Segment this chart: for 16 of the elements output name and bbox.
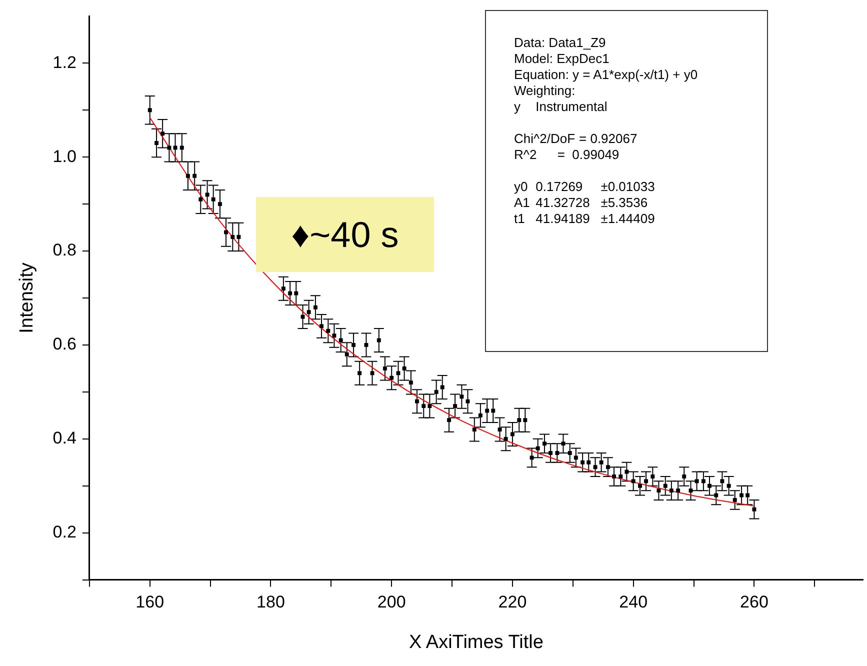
y-tick-label: 0.4 xyxy=(52,428,76,448)
y-tick-label: 0.2 xyxy=(52,522,76,542)
x-axis-title: X AxiTimes Title xyxy=(408,632,544,653)
x-tick-label: 240 xyxy=(619,592,648,612)
x-tick-label: 260 xyxy=(740,592,768,612)
x-tick-label: 160 xyxy=(136,592,164,612)
fit-results-box: Data: Data1_Z9 Model: ExpDec1 Equation: y = A1*exp(-x/t1) + y0 Weighting: y Instrumental Chi^2/DoF = 0.92067 R^2 = 0.99049 y0 0.17269 ±0.01033 A1 41.32728 ±5.3536 t1 41.94189 ±1.44409 xyxy=(485,10,768,352)
note-box: ♦~40 s xyxy=(256,197,434,272)
y-tick-label: 0.8 xyxy=(52,240,76,260)
x-tick-label: 180 xyxy=(256,592,285,612)
y-axis-title: Intensity xyxy=(16,262,38,334)
y-tick-label: 1.2 xyxy=(52,52,76,72)
x-tick-label: 200 xyxy=(377,592,406,612)
y-tick-label: 1.0 xyxy=(52,146,76,166)
x-tick-label: 220 xyxy=(498,592,527,612)
y-tick-label: 0.6 xyxy=(52,334,76,354)
